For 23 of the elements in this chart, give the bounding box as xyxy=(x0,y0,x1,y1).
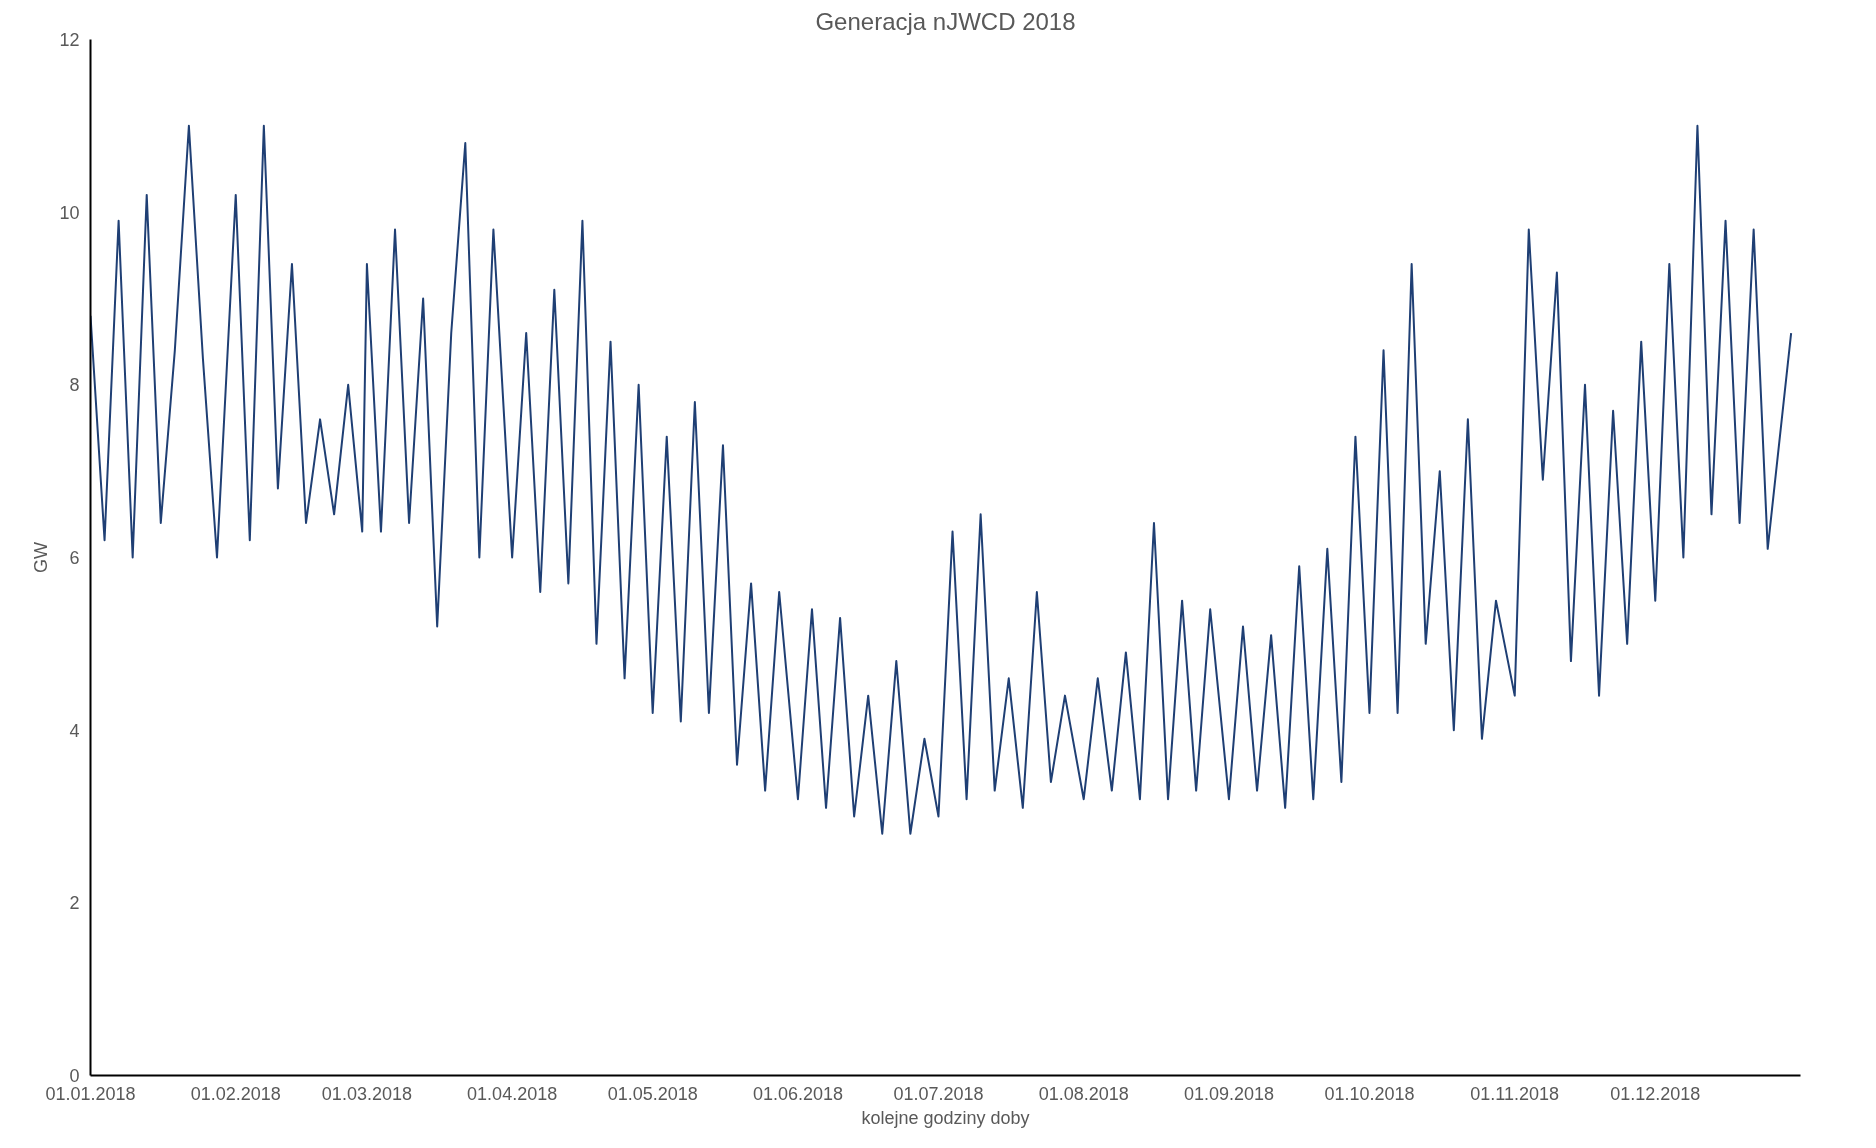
x-tick-label: 01.06.2018 xyxy=(752,1083,843,1104)
x-tick-label: 01.12.2018 xyxy=(1610,1083,1701,1104)
x-tick-label: 01.10.2018 xyxy=(1324,1083,1415,1104)
x-tick-label: 01.01.2018 xyxy=(45,1083,136,1104)
x-axis-title: kolejne godziny doby xyxy=(861,1107,1030,1128)
line-series xyxy=(90,124,1793,835)
x-tick-label: 01.09.2018 xyxy=(1183,1083,1274,1104)
chart-title: Generacja nJWCD 2018 xyxy=(815,7,1076,35)
y-tick-label: 2 xyxy=(69,893,80,914)
x-tick-label: 01.03.2018 xyxy=(321,1083,412,1104)
y-tick-label: 10 xyxy=(59,202,80,223)
y-tick-label: 8 xyxy=(69,375,80,396)
x-tick-label: 01.07.2018 xyxy=(893,1083,984,1104)
x-tick-label: 01.05.2018 xyxy=(607,1083,698,1104)
x-tick-label: 01.08.2018 xyxy=(1038,1083,1129,1104)
y-tick-label: 4 xyxy=(69,720,80,741)
x-tick-label: 01.11.2018 xyxy=(1470,1083,1560,1104)
y-tick-label: 12 xyxy=(59,30,80,50)
y-tick-label: 0 xyxy=(69,1066,80,1086)
y-tick-label: 6 xyxy=(69,548,80,568)
y-axis-title: GW xyxy=(31,541,52,573)
x-tick-label: 01.04.2018 xyxy=(467,1083,558,1104)
x-tick-label: 01.02.2018 xyxy=(190,1083,281,1104)
